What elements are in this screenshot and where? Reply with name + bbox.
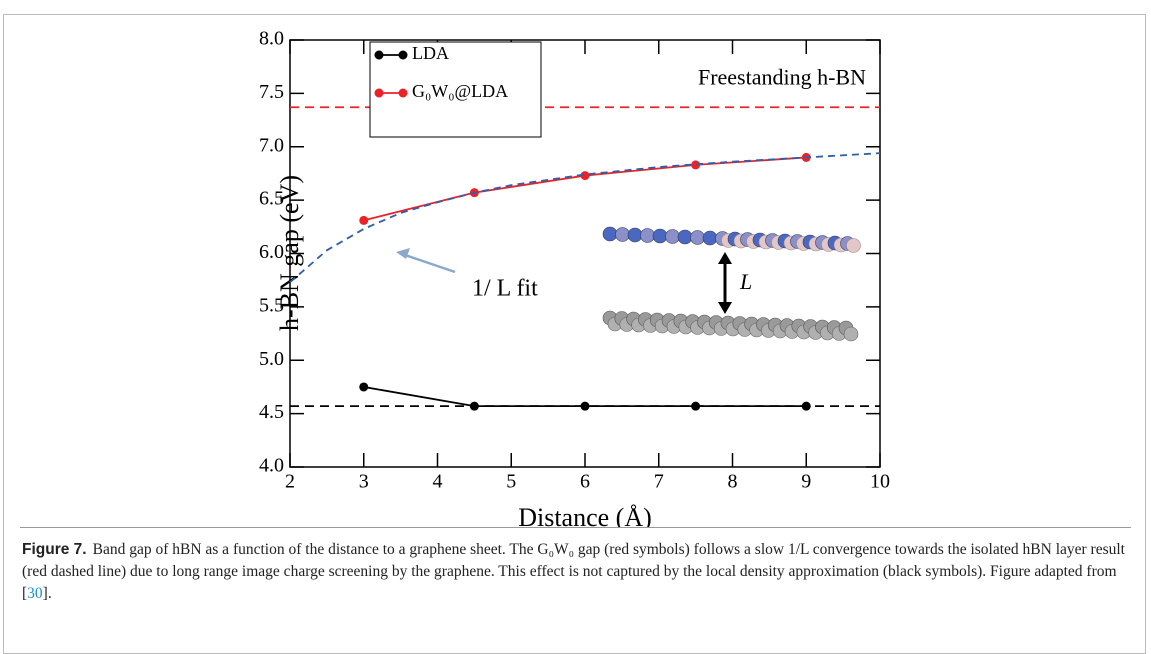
arrow-head — [718, 302, 732, 314]
fit-label: 1/ L fit — [472, 276, 538, 302]
atom — [602, 226, 618, 242]
x-tick-label: 10 — [870, 471, 890, 493]
y-tick-label: 4.5 — [259, 401, 284, 423]
chart: Distance (Å) h-BN gap (eV) L2 3 4 5 6 7 8 9 104.… — [259, 28, 890, 527]
y-tick-label: 7.0 — [259, 134, 284, 156]
x-tick-label: 4 — [433, 471, 443, 493]
caption-label: Figure 7. — [22, 541, 87, 558]
data-point — [691, 401, 701, 411]
x-tick-label: 5 — [506, 471, 516, 493]
legend-label: LDA — [412, 43, 449, 63]
legend-marker — [398, 88, 408, 98]
atom — [665, 229, 680, 244]
arrow-head — [718, 252, 732, 264]
inset-label: L — [739, 269, 752, 294]
y-tick-label: 8.0 — [259, 28, 284, 50]
caption-text: Band gap of hBN as a function of the dis… — [22, 541, 1125, 602]
caption-ref[interactable]: 30 — [27, 585, 43, 602]
x-tick-label: 7 — [654, 471, 664, 493]
data-point — [469, 401, 479, 411]
atom — [690, 230, 705, 245]
legend-label: G₀W₀@LDA — [412, 81, 508, 101]
separator — [20, 527, 1131, 528]
data-point — [359, 382, 369, 392]
data-point — [580, 401, 590, 411]
atom — [615, 227, 630, 242]
y-tick-label: 5.5 — [259, 294, 284, 316]
fit-curve — [289, 152, 881, 284]
atom — [627, 227, 643, 243]
y-tick-label: 6.0 — [259, 241, 284, 263]
y-tick-label: 5.0 — [259, 348, 284, 370]
data-point — [801, 401, 811, 411]
arrow-head — [396, 248, 410, 259]
legend-marker — [374, 88, 384, 98]
atom — [843, 326, 859, 342]
data-point — [580, 171, 590, 181]
atom — [846, 238, 861, 253]
page: Distance (Å) h-BN gap (eV) L 2 3 4 5 6 7 8 9 10 4.… — [3, 14, 1146, 654]
y-tick-label: 7.5 — [259, 81, 284, 103]
x-axis-label: Distance (Å) — [518, 503, 652, 527]
caption: Figure 7. Band gap of hBN as a function o… — [22, 539, 1132, 605]
inset-illustration — [602, 226, 861, 342]
x-tick-label: 6 — [580, 471, 590, 493]
atom — [677, 229, 693, 245]
legend-marker — [374, 50, 384, 60]
atom — [652, 228, 668, 244]
series-line — [363, 156, 807, 222]
caption-end: ]. — [42, 585, 52, 602]
legend-box — [369, 41, 542, 138]
y-tick-label: 4.0 — [259, 455, 284, 477]
legend-marker — [398, 50, 408, 60]
data-point — [691, 160, 701, 170]
atom — [640, 228, 655, 243]
atom — [702, 230, 718, 246]
x-tick-label: 9 — [801, 471, 811, 493]
y-tick-label: 6.5 — [259, 188, 284, 210]
x-tick-label: 2 — [285, 471, 295, 493]
x-tick-label: 8 — [728, 471, 738, 493]
data-point — [359, 215, 369, 225]
annotation-arrow — [401, 252, 456, 274]
x-tick-label: 3 — [359, 471, 369, 493]
reference-label: Freestanding h-BN — [698, 64, 866, 89]
